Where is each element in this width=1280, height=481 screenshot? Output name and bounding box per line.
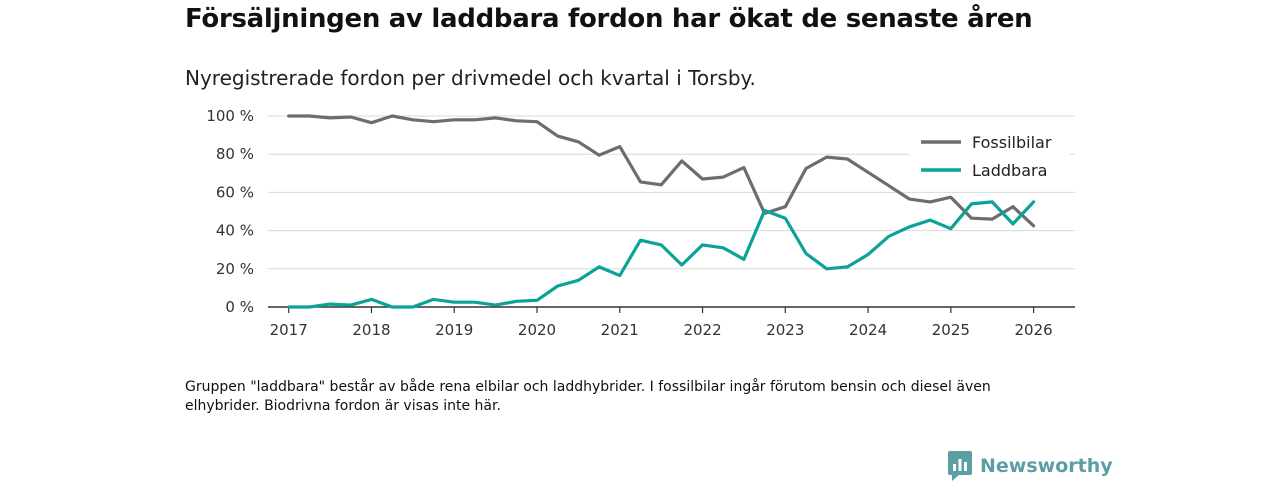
footnote: Gruppen "laddbara" består av både rena e… — [185, 379, 991, 414]
line-chart: 0 % 20 % 40 % 60 % 80 % 100 % 2017 2018 2019 2020… — [206, 107, 1075, 339]
x-tick-label: 2020 — [518, 321, 556, 339]
chart-title: Försäljningen av laddbara fordon har öka… — [185, 4, 1033, 34]
chart-subtitle: Nyregistrerade fordon per drivmedel och … — [185, 66, 756, 90]
x-tick-label: 2023 — [766, 321, 804, 339]
x-tick-label: 2022 — [683, 321, 721, 339]
x-tick-label: 2018 — [352, 321, 390, 339]
x-tick-label: 2024 — [849, 321, 887, 339]
x-tick-label: 2017 — [270, 321, 308, 339]
legend-background — [910, 128, 1070, 186]
y-tick-label: 60 % — [216, 183, 254, 201]
y-tick-label: 0 % — [225, 298, 254, 316]
brand-name: Newsworthy — [980, 455, 1113, 477]
y-tick-label: 80 % — [216, 145, 254, 163]
bar-chart-speech-bubble-icon — [948, 451, 972, 481]
x-tick-label: 2025 — [932, 321, 970, 339]
x-tick-label: 2019 — [435, 321, 473, 339]
y-tick-label: 40 % — [216, 222, 254, 240]
brand-logo: Newsworthy — [948, 451, 1113, 481]
y-tick-label: 100 % — [206, 107, 254, 125]
legend-label-fossilbilar: Fossilbilar — [972, 133, 1052, 152]
x-tick-label: 2021 — [601, 321, 639, 339]
legend-label-laddbara: Laddbara — [972, 161, 1047, 180]
y-tick-label: 20 % — [216, 260, 254, 278]
x-tick-label: 2026 — [1015, 321, 1053, 339]
series-line-fossilbilar — [287, 114, 1036, 228]
series-line-laddbara — [287, 200, 1036, 309]
